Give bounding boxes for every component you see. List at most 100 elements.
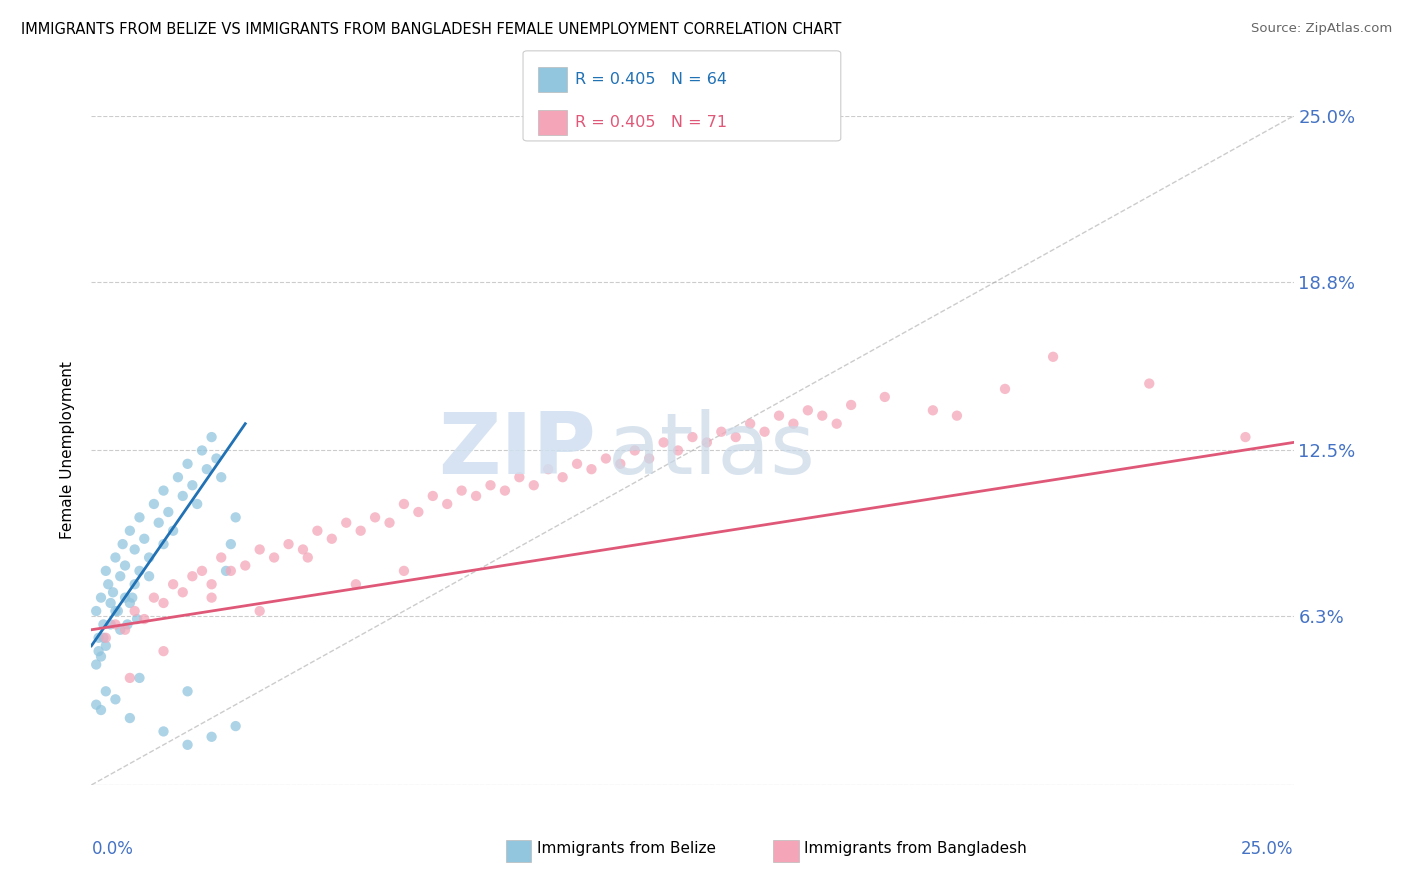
Point xyxy=(94,564,117,578)
Point xyxy=(110,623,132,637)
Point xyxy=(191,564,214,578)
Point xyxy=(537,462,560,476)
Point xyxy=(176,457,198,471)
Point xyxy=(797,403,820,417)
Point xyxy=(392,564,415,578)
Point xyxy=(209,470,232,484)
Point xyxy=(209,550,232,565)
Point xyxy=(90,649,112,664)
Point xyxy=(181,569,204,583)
Point xyxy=(378,516,401,530)
Point xyxy=(87,644,110,658)
Point xyxy=(114,623,136,637)
Point xyxy=(508,470,530,484)
Point xyxy=(186,497,208,511)
Point xyxy=(581,462,603,476)
Y-axis label: Female Unemployment: Female Unemployment xyxy=(60,361,76,540)
Point xyxy=(994,382,1017,396)
Point xyxy=(922,403,945,417)
Point xyxy=(321,532,343,546)
Point xyxy=(134,532,156,546)
Point xyxy=(167,470,190,484)
Text: 25.0%: 25.0% xyxy=(1241,840,1294,858)
Point xyxy=(811,409,834,423)
Point xyxy=(551,470,574,484)
Point xyxy=(128,564,150,578)
Point xyxy=(219,564,242,578)
Point xyxy=(118,524,141,538)
Point xyxy=(195,462,218,476)
Point xyxy=(595,451,617,466)
Point xyxy=(219,537,242,551)
Point xyxy=(479,478,502,492)
Point xyxy=(408,505,430,519)
Point xyxy=(172,489,194,503)
Point xyxy=(124,542,146,557)
Point xyxy=(782,417,804,431)
Point xyxy=(118,711,141,725)
Text: atlas: atlas xyxy=(609,409,817,492)
Point xyxy=(152,483,174,498)
Point xyxy=(225,719,247,733)
Point xyxy=(523,478,546,492)
Point xyxy=(104,617,127,632)
Point xyxy=(297,550,319,565)
Point xyxy=(740,417,762,431)
Point xyxy=(107,604,129,618)
Point xyxy=(277,537,299,551)
Point xyxy=(110,569,132,583)
Point xyxy=(291,542,314,557)
Point xyxy=(191,443,214,458)
Point xyxy=(436,497,458,511)
Text: R = 0.405   N = 64: R = 0.405 N = 64 xyxy=(575,72,727,87)
Point xyxy=(94,631,117,645)
Point xyxy=(172,585,194,599)
Point xyxy=(152,596,174,610)
Point xyxy=(839,398,862,412)
Point xyxy=(142,591,165,605)
Point xyxy=(225,510,247,524)
Point xyxy=(104,550,127,565)
Point xyxy=(104,604,127,618)
Point xyxy=(176,684,198,698)
Text: R = 0.405   N = 71: R = 0.405 N = 71 xyxy=(575,114,727,129)
Point xyxy=(152,537,174,551)
Point xyxy=(946,409,969,423)
Point xyxy=(114,558,136,573)
Point xyxy=(84,604,107,618)
Point xyxy=(1137,376,1160,391)
Point xyxy=(152,644,174,658)
Text: ZIP: ZIP xyxy=(439,409,596,492)
Point xyxy=(450,483,472,498)
Point xyxy=(350,524,373,538)
Point xyxy=(94,639,117,653)
Point xyxy=(90,703,112,717)
Point xyxy=(825,417,848,431)
Point xyxy=(100,596,122,610)
Text: Immigrants from Bangladesh: Immigrants from Bangladesh xyxy=(804,841,1026,855)
Point xyxy=(125,612,148,626)
Point xyxy=(118,671,141,685)
Point xyxy=(768,409,790,423)
Point xyxy=(176,738,198,752)
Point xyxy=(494,483,516,498)
Point xyxy=(696,435,718,450)
Point xyxy=(162,524,184,538)
Point xyxy=(565,457,588,471)
Point xyxy=(754,425,776,439)
Point xyxy=(200,730,222,744)
Point xyxy=(84,657,107,672)
Point xyxy=(111,537,134,551)
Point xyxy=(233,558,256,573)
Point xyxy=(162,577,184,591)
Point xyxy=(84,698,107,712)
Point xyxy=(128,510,150,524)
Point xyxy=(124,604,146,618)
Point xyxy=(200,577,222,591)
Point xyxy=(138,569,160,583)
Point xyxy=(873,390,896,404)
Point xyxy=(609,457,631,471)
Point xyxy=(1234,430,1257,444)
Point xyxy=(94,684,117,698)
Point xyxy=(422,489,444,503)
